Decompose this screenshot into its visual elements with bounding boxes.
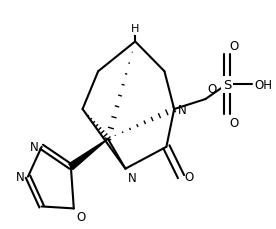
Text: O: O (207, 83, 217, 96)
Text: O: O (230, 40, 239, 53)
Text: O: O (77, 210, 86, 224)
Text: N: N (30, 141, 39, 154)
Text: OH: OH (254, 78, 272, 91)
Text: N: N (128, 171, 136, 184)
Text: S: S (223, 78, 231, 91)
Polygon shape (69, 139, 108, 170)
Text: O: O (230, 117, 239, 129)
Text: N: N (178, 103, 187, 116)
Text: H: H (131, 24, 139, 34)
Text: O: O (184, 170, 193, 183)
Text: N: N (16, 170, 25, 183)
